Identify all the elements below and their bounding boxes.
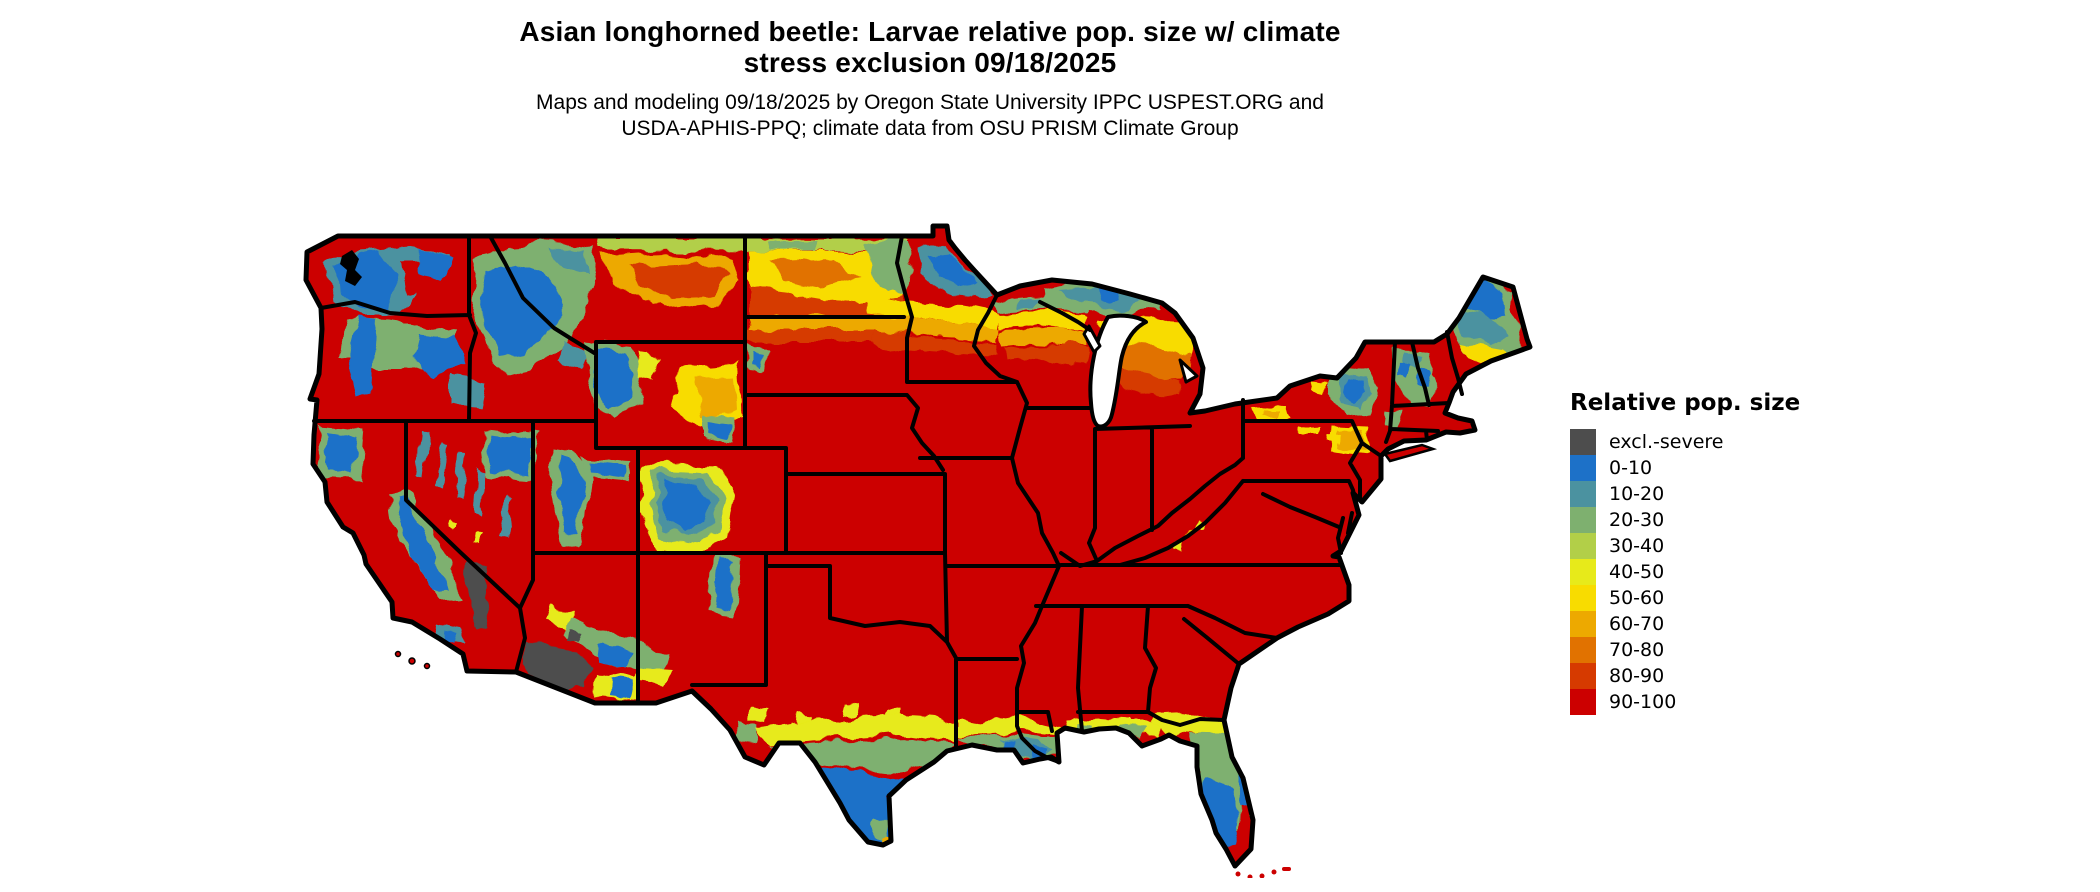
figure-header: Asian longhorned beetle: Larvae relative… [0,16,1860,142]
legend-swatch [1570,481,1596,507]
map-subtitle: Maps and modeling 09/18/2025 by Oregon S… [0,90,1860,142]
legend-item: 30-40 [1570,533,1800,559]
map-title-line2: stress exclusion 09/18/2025 [743,47,1117,78]
legend-swatch [1570,533,1596,559]
us-map-svg [303,223,1533,878]
legend-items: excl.-severe 0-10 10-20 20-30 30-40 40-50 50-6… [1570,429,1800,715]
legend-label: 0-10 [1609,457,1653,479]
legend-item: 0-10 [1570,455,1800,481]
legend-swatch [1570,507,1596,533]
legend-label: 80-90 [1609,665,1665,687]
legend-item: 50-60 [1570,585,1800,611]
lake-michigan [1088,313,1148,429]
legend-item: 10-20 [1570,481,1800,507]
legend-item: 20-30 [1570,507,1800,533]
legend-swatch [1570,689,1596,715]
map-legend: Relative pop. size excl.-severe 0-10 10-20… [1570,390,1800,715]
map-title-line1: Asian longhorned beetle: Larvae relative… [519,16,1341,47]
conus-outline [303,223,1533,869]
florida-keys [1235,867,1291,878]
legend-label: 70-80 [1609,639,1665,661]
legend-item: 60-70 [1570,611,1800,637]
long-island [1382,443,1438,463]
legend-item: 90-100 [1570,689,1800,715]
legend-swatch [1570,429,1596,455]
green-bay [1082,324,1102,354]
puget-sound [340,250,362,286]
legend-label: 20-30 [1609,509,1665,531]
legend-swatch [1570,637,1596,663]
legend-item: excl.-severe [1570,429,1800,455]
legend-swatch [1570,585,1596,611]
legend-swatch [1570,455,1596,481]
map-subtitle-line1: Maps and modeling 09/18/2025 by Oregon S… [536,91,1324,114]
state-borders [312,234,1464,764]
legend-title: Relative pop. size [1570,390,1801,416]
legend-swatch [1570,663,1596,689]
coastal-features [340,250,1438,878]
legend-label: 10-20 [1609,483,1665,505]
legend-item: 70-80 [1570,637,1800,663]
map-title: Asian longhorned beetle: Larvae relative… [0,16,1860,78]
us-risk-map [300,218,1540,878]
legend-label: 40-50 [1609,561,1665,583]
legend-label: 50-60 [1609,587,1665,609]
legend-label: 60-70 [1609,613,1665,635]
legend-swatch [1570,611,1596,637]
legend-label: 30-40 [1609,535,1665,557]
legend-label: excl.-severe [1609,431,1724,453]
legend-swatch [1570,559,1596,585]
map-subtitle-line2: USDA-APHIS-PPQ; climate data from OSU PR… [621,117,1239,140]
legend-item: 80-90 [1570,663,1800,689]
legend-label: 90-100 [1609,691,1677,713]
legend-item: 40-50 [1570,559,1800,585]
saginaw-bay [1178,358,1199,384]
channel-islands [394,650,431,670]
great-lakes [1082,313,1199,429]
